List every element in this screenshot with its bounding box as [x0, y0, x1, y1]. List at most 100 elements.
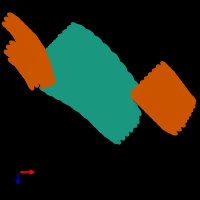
Ellipse shape: [17, 57, 23, 64]
Ellipse shape: [65, 50, 72, 54]
Ellipse shape: [77, 96, 83, 101]
Ellipse shape: [31, 57, 36, 65]
Ellipse shape: [63, 60, 70, 64]
Ellipse shape: [86, 88, 92, 94]
Ellipse shape: [148, 79, 154, 85]
Ellipse shape: [75, 60, 81, 65]
Ellipse shape: [93, 104, 99, 110]
Ellipse shape: [137, 92, 143, 98]
Ellipse shape: [156, 92, 162, 99]
Ellipse shape: [108, 135, 114, 141]
Ellipse shape: [129, 76, 134, 82]
Ellipse shape: [141, 104, 147, 110]
Ellipse shape: [36, 55, 40, 62]
Ellipse shape: [97, 63, 102, 69]
Ellipse shape: [17, 30, 24, 35]
Ellipse shape: [99, 50, 104, 56]
Ellipse shape: [128, 89, 133, 95]
Ellipse shape: [44, 74, 49, 82]
Ellipse shape: [25, 59, 31, 65]
Ellipse shape: [144, 83, 150, 89]
Ellipse shape: [166, 70, 173, 76]
Ellipse shape: [154, 71, 160, 77]
Ellipse shape: [13, 61, 20, 67]
Ellipse shape: [123, 88, 129, 94]
Ellipse shape: [75, 34, 82, 39]
Ellipse shape: [101, 129, 107, 135]
Ellipse shape: [166, 110, 173, 116]
Ellipse shape: [153, 93, 159, 99]
Ellipse shape: [23, 73, 29, 80]
Ellipse shape: [109, 77, 114, 83]
Ellipse shape: [168, 93, 174, 99]
Ellipse shape: [157, 112, 163, 118]
Ellipse shape: [72, 88, 79, 93]
Ellipse shape: [49, 83, 56, 87]
Ellipse shape: [75, 79, 81, 84]
Ellipse shape: [171, 119, 178, 124]
Ellipse shape: [5, 24, 12, 30]
Ellipse shape: [27, 31, 34, 36]
Ellipse shape: [161, 108, 167, 114]
Ellipse shape: [114, 111, 119, 117]
Ellipse shape: [18, 22, 24, 28]
Ellipse shape: [27, 64, 32, 71]
Ellipse shape: [156, 95, 162, 101]
Ellipse shape: [69, 82, 75, 87]
Ellipse shape: [106, 115, 111, 121]
Ellipse shape: [160, 80, 166, 87]
Ellipse shape: [21, 32, 28, 38]
Ellipse shape: [182, 102, 189, 108]
Ellipse shape: [109, 126, 115, 132]
Ellipse shape: [124, 93, 129, 99]
Ellipse shape: [15, 56, 22, 62]
Ellipse shape: [105, 120, 111, 126]
Ellipse shape: [81, 58, 87, 63]
Ellipse shape: [37, 67, 44, 71]
Ellipse shape: [174, 102, 180, 108]
Ellipse shape: [159, 83, 165, 89]
Ellipse shape: [174, 86, 180, 93]
Ellipse shape: [32, 44, 38, 51]
Ellipse shape: [176, 82, 182, 88]
Ellipse shape: [165, 73, 171, 79]
Ellipse shape: [32, 77, 37, 84]
Ellipse shape: [29, 43, 33, 51]
Ellipse shape: [68, 42, 75, 46]
Ellipse shape: [161, 93, 167, 99]
Ellipse shape: [171, 87, 176, 93]
Ellipse shape: [25, 62, 31, 69]
Ellipse shape: [169, 70, 175, 77]
Ellipse shape: [41, 63, 46, 70]
Ellipse shape: [15, 35, 20, 42]
Ellipse shape: [10, 23, 17, 28]
Ellipse shape: [177, 100, 182, 107]
Ellipse shape: [81, 45, 87, 50]
Ellipse shape: [26, 36, 31, 43]
Ellipse shape: [173, 94, 179, 101]
Ellipse shape: [74, 101, 80, 106]
Ellipse shape: [85, 111, 91, 117]
Ellipse shape: [101, 61, 106, 67]
Ellipse shape: [26, 73, 31, 81]
Ellipse shape: [154, 79, 160, 85]
Ellipse shape: [26, 77, 31, 85]
Ellipse shape: [65, 88, 71, 93]
Ellipse shape: [43, 70, 48, 78]
Ellipse shape: [157, 98, 163, 104]
Ellipse shape: [75, 41, 81, 47]
Ellipse shape: [158, 110, 164, 116]
Ellipse shape: [160, 112, 166, 119]
Ellipse shape: [161, 85, 167, 91]
Ellipse shape: [160, 91, 166, 97]
Ellipse shape: [120, 74, 125, 80]
Ellipse shape: [111, 122, 117, 128]
Ellipse shape: [63, 55, 69, 60]
Ellipse shape: [169, 120, 176, 125]
Ellipse shape: [170, 95, 175, 101]
Ellipse shape: [71, 43, 77, 49]
Ellipse shape: [29, 64, 35, 71]
Ellipse shape: [177, 90, 183, 96]
Ellipse shape: [25, 37, 30, 44]
Ellipse shape: [26, 57, 30, 64]
